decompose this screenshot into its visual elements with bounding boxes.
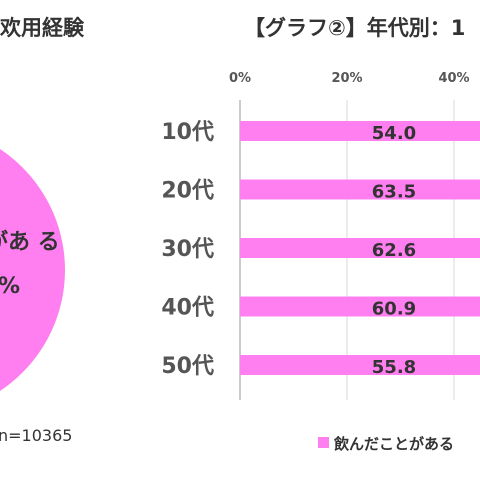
right-chart-title: 【グラフ②】年代別：1 [244,16,466,40]
pie-slice-percent: % [0,274,20,299]
left-chart-title: 欢用経験 [0,16,84,40]
bar [240,179,480,200]
sample-size-label: n=10365 [0,426,73,445]
bar-value-label: 55.8 [372,357,416,378]
bar-value-label: 60.9 [372,299,416,320]
category-label: 20代 [161,179,214,204]
pie-slice [0,149,65,391]
category-label: 30代 [161,237,214,262]
bar-value-label: 62.6 [372,240,416,261]
legend-swatch [318,437,329,448]
pie-slice-label: があ る [0,229,60,255]
x-tick-label: 0% [229,71,251,86]
bar-value-label: 54.0 [372,123,416,144]
legend-label: 飲んだことがある [333,435,454,453]
x-tick-label: 40% [438,71,469,86]
category-label: 50代 [161,354,214,379]
bar-value-label: 63.5 [372,182,416,203]
category-label: 40代 [161,296,214,321]
bar [240,238,480,258]
x-tick-label: 20% [331,71,362,86]
bar [240,355,480,375]
bar [240,296,480,317]
bar [240,121,480,141]
category-label: 10代 [161,120,214,145]
